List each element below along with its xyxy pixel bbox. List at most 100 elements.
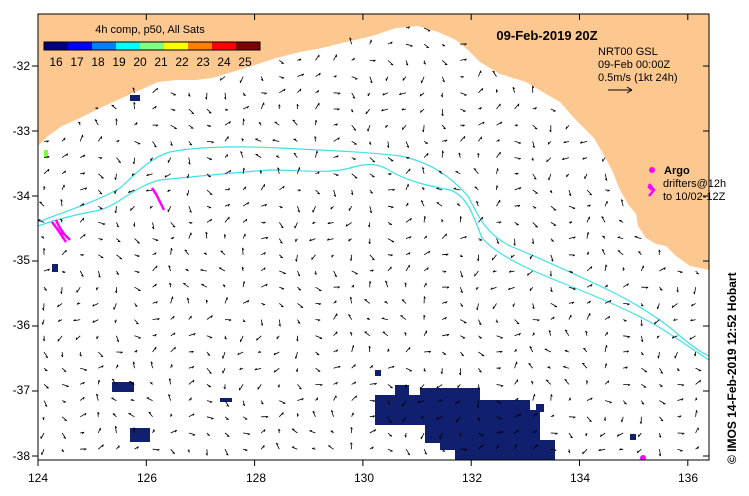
current-vector-arrow [351,284,355,288]
colorbar-tick: 18 [91,55,105,69]
current-vector-arrow [550,222,557,226]
current-vector-arrow [170,247,173,255]
current-vector-arrow [623,366,628,369]
current-vector-arrow [188,108,195,115]
current-vector-arrow [586,251,589,255]
current-vector-arrow [79,270,84,277]
current-vector-arrow [113,303,117,310]
current-vector-arrow [350,442,353,450]
current-vector-arrow [205,299,209,304]
current-vector-arrow [423,60,426,65]
current-vector-arrow [79,351,82,357]
current-vector-arrow [116,157,122,163]
current-vector-arrow [496,445,499,450]
current-vector-arrow [691,303,696,307]
current-vector-arrow [350,427,353,434]
current-vector-arrow [170,92,176,96]
current-vector-arrow [547,366,551,369]
current-vector-arrow [387,384,393,389]
current-vector-arrow [368,238,371,245]
current-vector-arrow [224,216,230,223]
current-vector-arrow [188,397,192,401]
current-vector-arrow [242,416,248,420]
current-vector-arrow [405,346,411,353]
current-vector-arrow [97,411,100,417]
current-vector-arrow [219,76,226,81]
current-vector-arrow [695,446,700,450]
current-vector-arrow [333,349,339,353]
lat-tick-label: -37 [13,383,31,397]
lat-tick-label: -36 [13,318,31,332]
current-vector-arrow [167,206,172,213]
current-vector-arrow [224,169,232,175]
current-vector-arrow [387,416,392,424]
current-vector-arrow [568,397,571,401]
current-vector-arrow [550,205,557,211]
current-vector-arrow [152,301,158,304]
current-vector-arrow [242,247,245,255]
current-vector-arrow [658,449,661,457]
current-vector-arrow [98,157,103,160]
current-vector-arrow [61,249,67,256]
current-vector-arrow [206,351,211,356]
current-vector-arrow [293,152,298,158]
current-vector-arrow [206,205,212,209]
current-vector-arrow [441,233,447,239]
current-vector-arrow [98,365,104,369]
current-vector-arrow [170,332,176,337]
current-vector-arrow [78,121,81,126]
current-vector-arrow [460,236,467,239]
current-vector-arrow [460,92,467,96]
current-vector-arrow [548,173,552,181]
current-vector-arrow [532,430,537,434]
current-vector-arrow [97,136,102,142]
current-vector-arrow [550,414,555,418]
current-vector-arrow [94,119,99,126]
current-vector-arrow [170,448,176,454]
current-vector-arrow [222,284,226,288]
current-vector-arrow [585,432,588,437]
current-vector-arrow [550,432,558,435]
current-vector-arrow [43,168,50,175]
current-vector-arrow [423,235,427,239]
current-vector-arrow [514,157,521,160]
current-vector-arrow [98,222,106,226]
current-vector-arrow [442,316,447,320]
current-vector-arrow [654,319,660,325]
current-vector-arrow [260,251,266,256]
current-vector-arrow [496,384,504,387]
current-vector-arrow [114,319,117,323]
current-vector-arrow [351,157,356,160]
current-vector-arrow [297,270,301,277]
current-vector-arrow [60,199,63,207]
colorbar-swatch [212,42,237,50]
current-vector-arrow [690,318,696,322]
current-vector-arrow [133,427,136,434]
current-vector-arrow [460,135,466,142]
current-vector-arrow [508,270,515,273]
sst-pixels [52,95,636,460]
current-vector-arrow [568,416,576,419]
current-vector-arrow [274,121,280,126]
current-vector-arrow [586,300,591,304]
current-vector-arrow [435,416,443,420]
current-vector-arrow [387,41,393,45]
current-vector-arrow [73,318,81,322]
current-vector-arrow [478,319,482,326]
current-vector-arrow [405,252,411,256]
current-vector-arrow [43,400,48,407]
current-vector-arrow [381,317,388,320]
current-vector-arrow [458,368,462,376]
current-vector-arrow [41,236,45,239]
current-vector-arrow [549,189,553,194]
current-vector-arrow [423,250,431,256]
current-vector-arrow [295,254,298,262]
current-vector-arrow [206,189,213,195]
current-vector-arrow [149,382,153,385]
current-vector-arrow [315,351,320,356]
current-vector-arrow [586,232,590,239]
current-vector-arrow [496,185,499,191]
current-vector-arrow [568,286,576,290]
argo-label: Argo [664,165,690,177]
current-vector-arrow [399,92,407,96]
